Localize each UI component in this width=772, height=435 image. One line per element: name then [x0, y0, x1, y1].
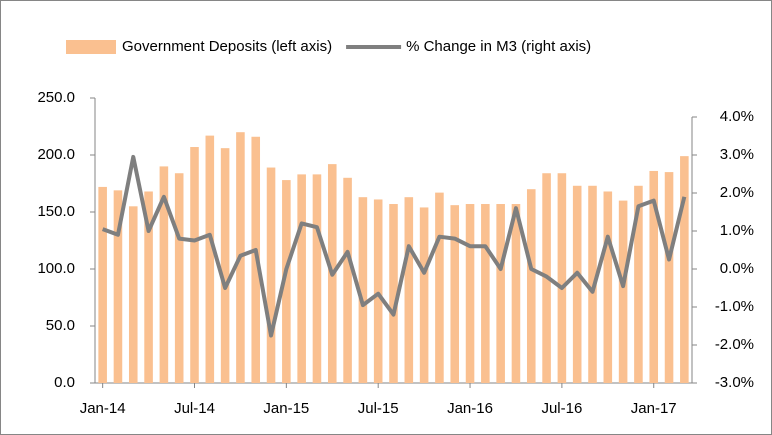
y2-tick-label: 0.0%	[720, 260, 754, 277]
bar	[435, 192, 444, 383]
bar	[266, 167, 276, 383]
bar	[190, 147, 199, 383]
x-tick-label: Jan-17	[631, 400, 677, 417]
bar	[144, 191, 153, 383]
x-tick-label: Jan-15	[263, 400, 309, 417]
bar	[220, 148, 230, 383]
y-tick-label: 150.0	[37, 203, 75, 220]
bar	[511, 204, 521, 383]
bar	[664, 172, 674, 383]
legend-swatch	[66, 40, 116, 54]
bar	[526, 189, 536, 383]
y-tick-label: 200.0	[37, 146, 75, 163]
y2-tick-label: -2.0%	[715, 336, 754, 353]
y2-tick-label: 3.0%	[720, 146, 754, 163]
legend-label: % Change in M3 (right axis)	[406, 38, 591, 55]
y-tick-label: 0.0	[54, 374, 75, 391]
x-tick-label: Jul-15	[358, 400, 399, 417]
bar	[389, 204, 398, 383]
line	[101, 154, 687, 338]
bar	[618, 200, 628, 383]
bar	[649, 170, 659, 383]
bar	[159, 166, 169, 383]
bar	[465, 204, 475, 383]
bar	[343, 177, 352, 383]
bar	[481, 204, 490, 383]
y-tick-label: 100.0	[37, 260, 75, 277]
y-tick-label: 50.0	[46, 317, 75, 334]
bar	[603, 191, 613, 383]
y2-tick-label: 1.0%	[720, 222, 754, 239]
x-tick-label: Jan-14	[80, 400, 126, 417]
bar	[297, 174, 306, 383]
bar	[634, 185, 643, 383]
bar	[450, 205, 460, 383]
bar	[358, 197, 368, 383]
y-tick-label: 250.0	[37, 89, 75, 106]
bar	[404, 197, 414, 383]
x-tick-label: Jul-14	[174, 400, 215, 417]
bar	[128, 206, 138, 383]
y2-tick-label: 4.0%	[720, 108, 754, 125]
bar	[174, 173, 184, 383]
x-tick-label: Jan-16	[447, 400, 493, 417]
bar	[680, 156, 689, 383]
bar	[557, 173, 567, 383]
bar	[205, 135, 215, 383]
bar	[419, 207, 429, 383]
bar	[98, 186, 107, 383]
bar	[312, 174, 322, 383]
bar	[113, 190, 123, 383]
y2-tick-label: 2.0%	[720, 184, 754, 201]
legend-label: Government Deposits (left axis)	[122, 38, 332, 55]
bar	[572, 185, 582, 383]
bar	[373, 199, 383, 383]
y2-tick-label: -1.0%	[715, 298, 754, 315]
bar	[282, 180, 291, 383]
bar	[496, 204, 505, 383]
x-tick-label: Jul-16	[541, 400, 582, 417]
y2-tick-label: -3.0%	[715, 374, 754, 391]
